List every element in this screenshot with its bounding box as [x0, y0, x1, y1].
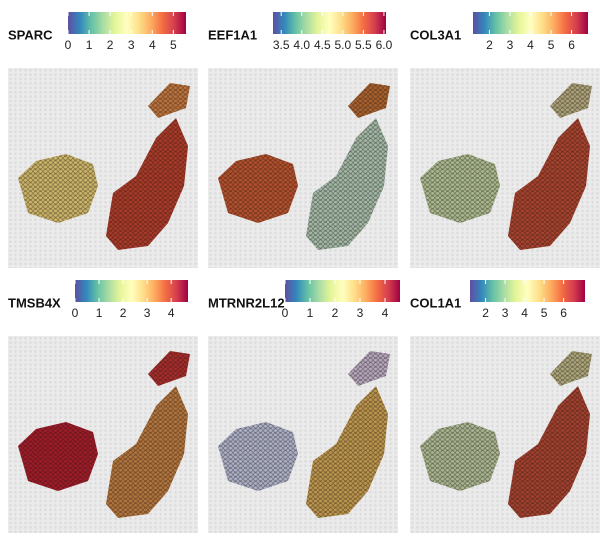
colorbar-tick-label: 5.5	[355, 38, 372, 52]
tissue-spots	[18, 154, 98, 223]
colorbar-tick-label: 5	[170, 38, 177, 52]
tissue-spots	[550, 351, 592, 386]
colorbar-tick-label: 4.5	[314, 38, 331, 52]
colorbar	[473, 12, 588, 34]
colorbar-tick-label: 4	[521, 306, 528, 320]
tissue-image	[410, 68, 600, 268]
colorbar-tick-label: 2	[107, 38, 114, 52]
colorbar	[75, 280, 188, 302]
colorbar-tick-label: 1	[307, 306, 314, 320]
tissue-spots	[106, 118, 188, 250]
colorbar-tick-label: 2	[120, 306, 127, 320]
colorbar-tick-label: 4	[527, 38, 534, 52]
colorbar-tick-label: 1	[86, 38, 93, 52]
tissue-spots	[148, 83, 190, 118]
panel: EEF1A1 3.5 4.0 4.5 5.0 5.5 6.0	[208, 12, 398, 268]
colorbar-tick-label: 3	[144, 306, 151, 320]
colorbar-tick-label: 4	[382, 306, 389, 320]
gene-title: EEF1A1	[208, 27, 257, 42]
colorbar-tick-label: 5	[548, 38, 555, 52]
colorbar-tick-label: 3	[507, 38, 514, 52]
tissue-image	[410, 336, 600, 533]
colorbar	[68, 12, 186, 34]
gene-title: COL1A1	[410, 295, 461, 310]
tissue-spots	[218, 422, 298, 491]
tissue-spots	[18, 422, 98, 491]
panel: COL1A1 2 3 4 5 6	[410, 280, 600, 533]
tissue-spots	[306, 386, 388, 518]
colorbar-tick-label: 0	[65, 38, 72, 52]
tissue-spots	[218, 154, 298, 223]
gene-title: SPARC	[8, 27, 53, 42]
colorbar-tick-label: 5	[541, 306, 548, 320]
colorbar-tick-label: 2	[482, 306, 489, 320]
tissue-spots	[306, 118, 388, 250]
colorbar-tick-label: 0	[72, 306, 79, 320]
tissue-spots	[508, 386, 590, 518]
colorbar-tick-label: 3.5	[273, 38, 290, 52]
colorbar	[273, 12, 386, 34]
tissue-image	[208, 68, 398, 268]
colorbar-tick-label: 3	[502, 306, 509, 320]
tissue-image	[8, 68, 198, 268]
gene-title: TMSB4X	[8, 295, 61, 310]
tissue-spots	[508, 118, 590, 250]
colorbar-tick-label: 3	[357, 306, 364, 320]
colorbar-tick-label: 4	[149, 38, 156, 52]
tissue-spots	[348, 83, 390, 118]
colorbar-tick-label: 4	[168, 306, 175, 320]
colorbar-tick-label: 4.0	[293, 38, 310, 52]
colorbar	[470, 280, 585, 302]
tissue-spots	[420, 422, 500, 491]
colorbar-tick-label: 2	[332, 306, 339, 320]
panel: COL3A1 2 3 4 5 6	[410, 12, 600, 268]
colorbar-tick-label: 0	[282, 306, 289, 320]
colorbar-tick-label: 6	[568, 38, 575, 52]
tissue-image	[208, 336, 398, 533]
colorbar-tick-label: 3	[128, 38, 135, 52]
colorbar	[285, 280, 400, 302]
colorbar-tick-label: 2	[486, 38, 493, 52]
tissue-spots	[420, 154, 500, 223]
tissue-image	[8, 336, 198, 533]
tissue-spots	[148, 351, 190, 386]
colorbar-tick-label: 6	[560, 306, 567, 320]
panel: SPARC 0 1 2 3 4 5	[8, 12, 198, 268]
tissue-spots	[348, 351, 390, 386]
panel: TMSB4X 0 1 2 3 4	[8, 280, 198, 533]
colorbar-tick-label: 1	[96, 306, 103, 320]
tissue-spots	[106, 386, 188, 518]
gene-title: COL3A1	[410, 27, 461, 42]
colorbar-tick-label: 6.0	[376, 38, 393, 52]
gene-title: MTRNR2L12	[208, 295, 285, 310]
tissue-spots	[550, 83, 592, 118]
colorbar-tick-label: 5.0	[335, 38, 352, 52]
